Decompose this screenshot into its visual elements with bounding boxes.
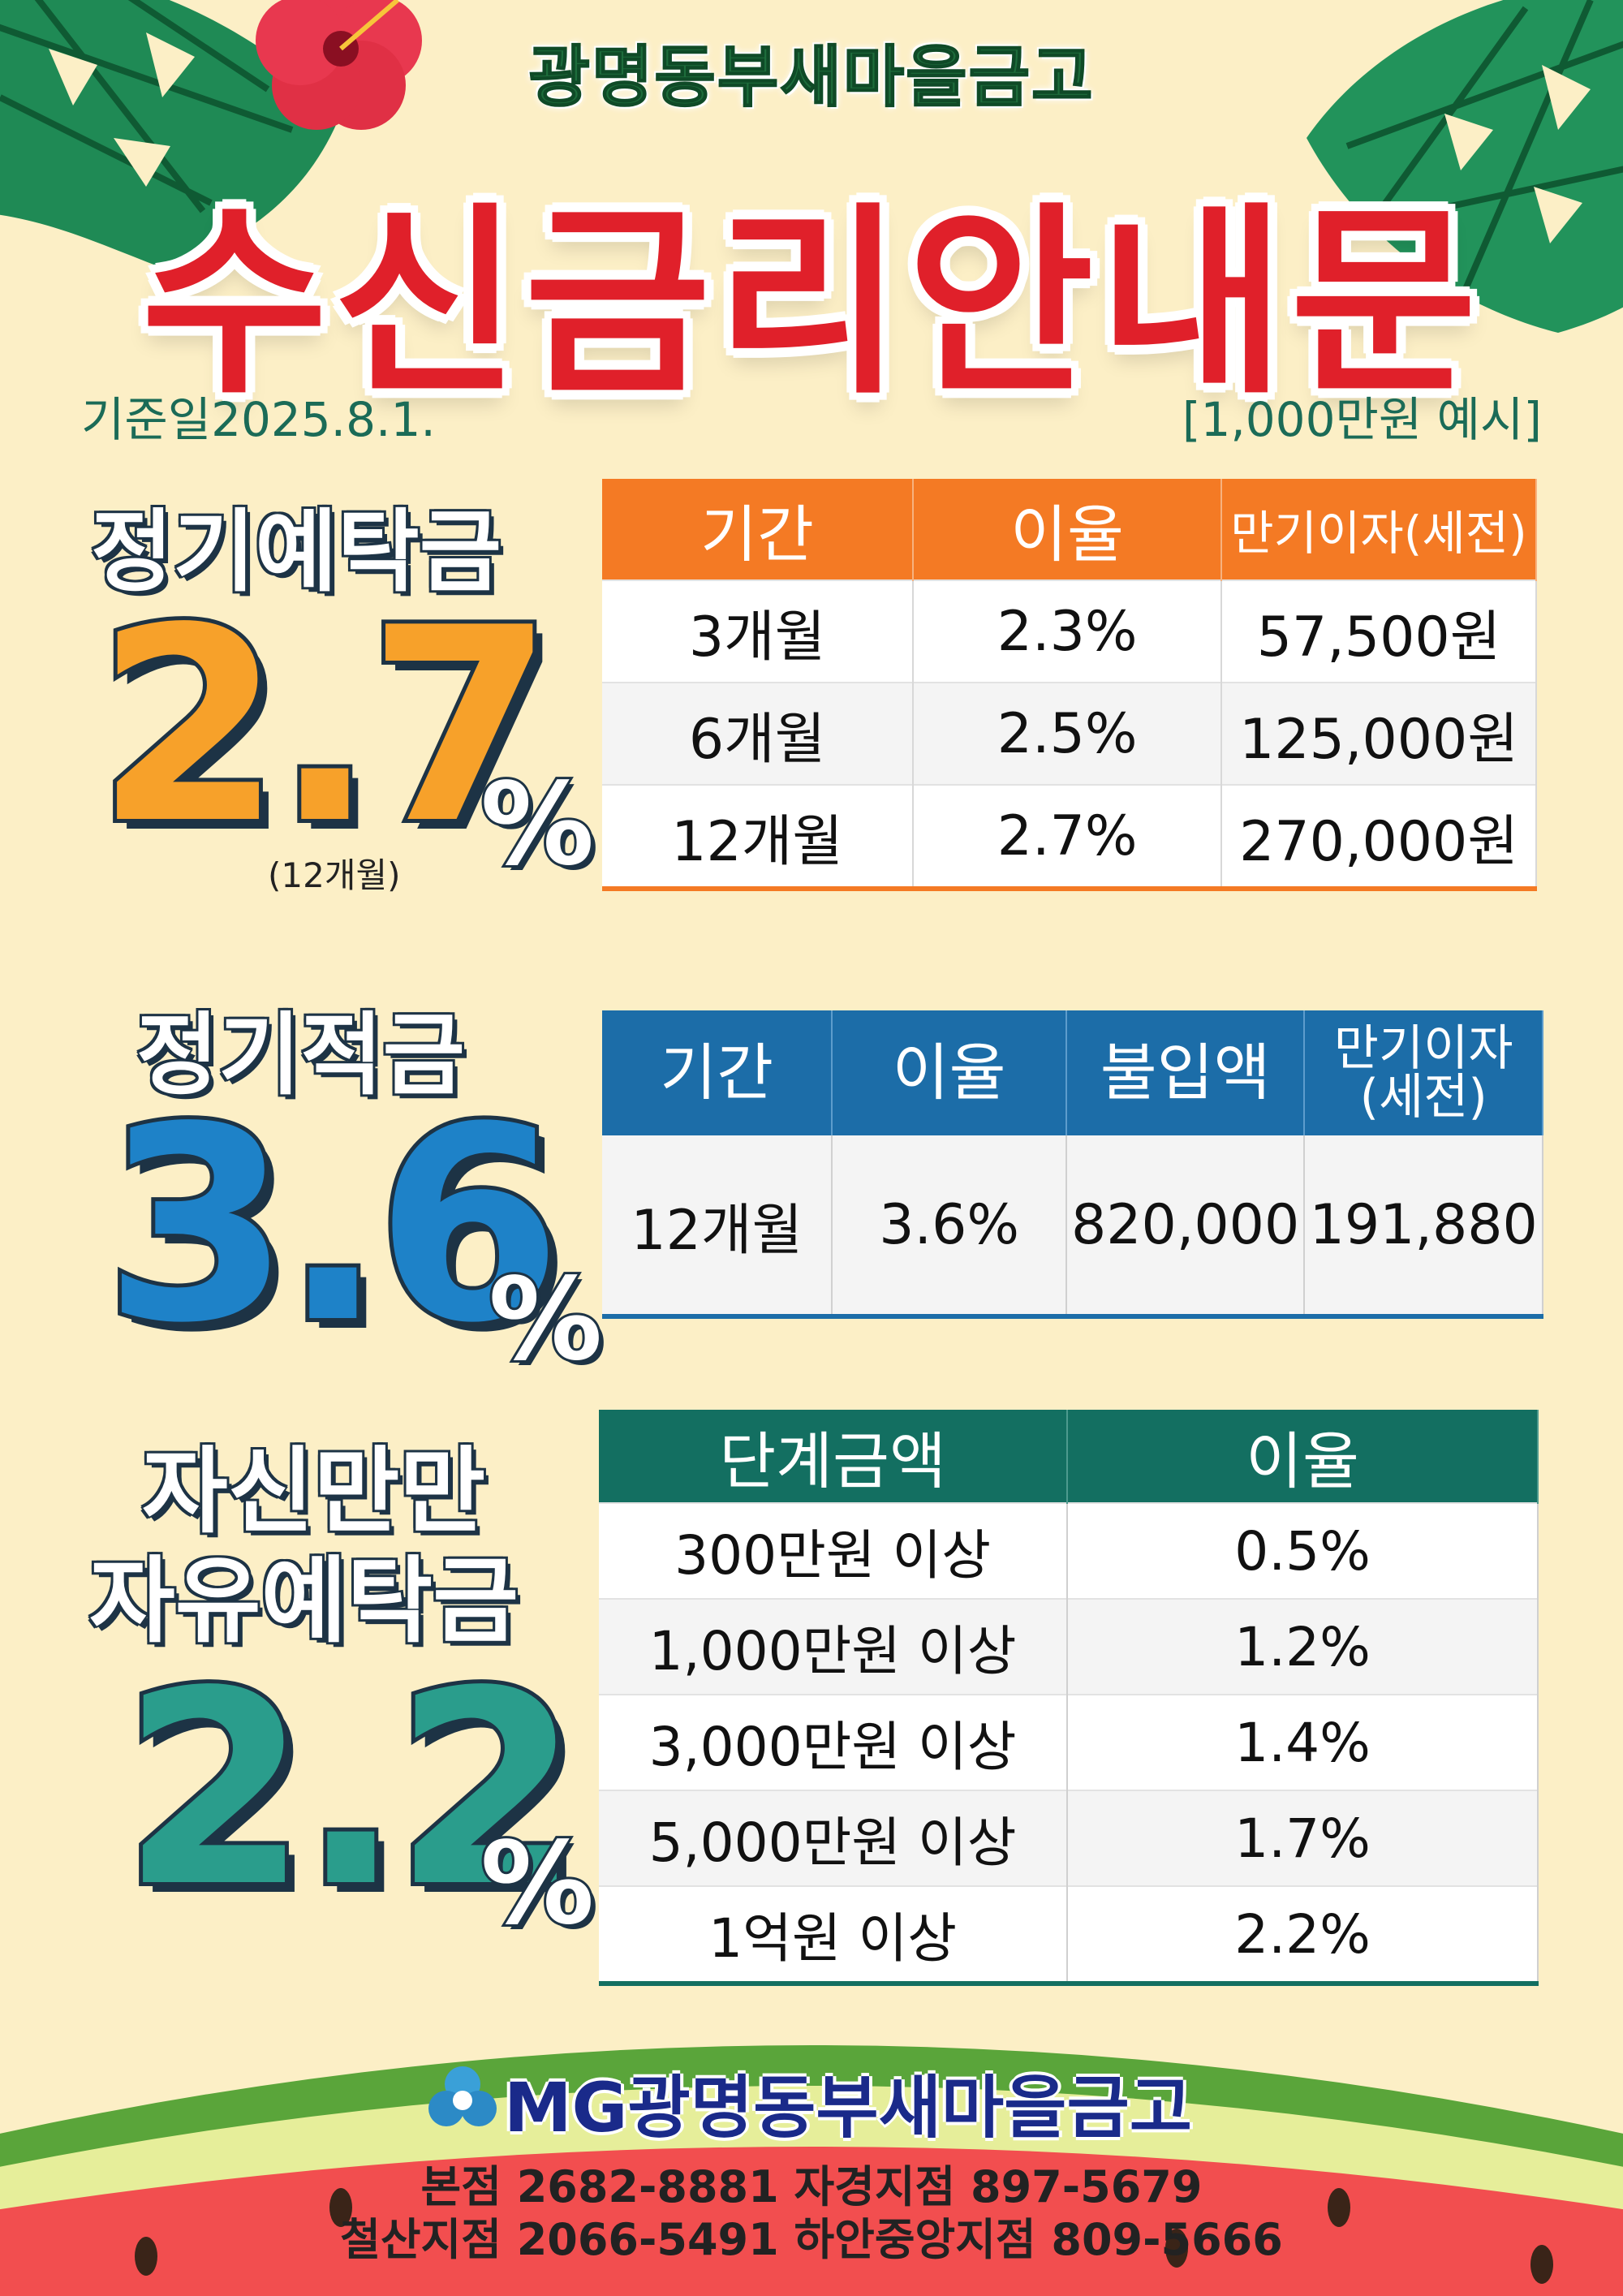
table-cell: 1.2% (1067, 1598, 1539, 1695)
table-cell: 2.3% (913, 579, 1223, 683)
hibiscus-flower-icon (256, 0, 422, 130)
table-header-row: 기간 이율 불입액 만기이자 (세전) (602, 1010, 1543, 1135)
installment-table: 기간 이율 불입액 만기이자 (세전) 12개월 3.6% 820,000 19… (602, 1010, 1543, 1319)
table-cell: 300만원 이상 (599, 1502, 1069, 1599)
table-cell: 1.4% (1067, 1694, 1539, 1790)
table-cell: 2.2% (1067, 1885, 1539, 1984)
table-cell: 125,000원 (1221, 682, 1537, 785)
table-cell: 5,000만원 이상 (599, 1790, 1069, 1886)
table-cell: 2.7% (913, 784, 1223, 889)
table-cell: 57,500원 (1221, 579, 1537, 683)
column-header: 단계금액 (599, 1410, 1069, 1503)
mg-logo-icon (428, 2066, 497, 2126)
column-header: 만기이자 (세전) (1304, 1010, 1543, 1135)
table-cell: 191,880 (1304, 1135, 1543, 1316)
table-cell: 3,000만원 이상 (599, 1694, 1069, 1790)
time-deposit-pct: % (478, 756, 596, 894)
org-title: 광명동부새마을금고 (528, 38, 1095, 117)
column-header: 이율 (832, 1010, 1067, 1135)
term-note: (12개월) (268, 855, 401, 895)
installment-pct: % (486, 1251, 605, 1389)
table-cell: 2.5% (913, 682, 1223, 785)
time-deposit-table: 기간 이율 만기이자(세전) 3개월 2.3% 57,500원 6개월 2.5%… (602, 479, 1537, 891)
table-cell: 3개월 (602, 579, 915, 683)
footer-org-name: MG광명동부새마을금고 (503, 2068, 1193, 2147)
table-row: 6개월 2.5% 125,000원 (602, 682, 1537, 785)
table-cell: 820,000 (1065, 1135, 1306, 1316)
installment-title: 정기적금 (135, 1002, 467, 1109)
table-row: 300만원 이상 0.5% (599, 1502, 1539, 1599)
table-cell: 1.7% (1067, 1790, 1539, 1886)
column-header-line: 만기이자 (1333, 1020, 1513, 1077)
installment-rate: 3.6 (100, 1070, 566, 1381)
table-row: 3,000만원 이상 1.4% (599, 1694, 1539, 1790)
table-row: 1,000만원 이상 1.2% (599, 1598, 1539, 1695)
column-header: 이율 (913, 479, 1223, 580)
free-deposit-title-line2: 자유예탁금 (88, 1545, 520, 1657)
monstera-leaf-icon (1307, 0, 1623, 333)
column-header: 기간 (602, 1010, 833, 1135)
column-header: 기간 (602, 479, 915, 580)
table-cell: 0.5% (1067, 1502, 1539, 1599)
table-cell: 3.6% (832, 1135, 1067, 1316)
example-note: [1,000만원 예시] (1182, 392, 1542, 447)
free-deposit-table: 단계금액 이율 300만원 이상 0.5% 1,000만원 이상 1.2% 3,… (599, 1410, 1539, 1986)
time-deposit-rate: 2.7 (92, 571, 558, 882)
column-header: 불입액 (1065, 1010, 1306, 1135)
table-header-row: 단계금액 이율 (599, 1410, 1539, 1503)
footer-contact-line1: 본점 2682-8881 자경지점 897-5679 (420, 2161, 1203, 2212)
free-deposit-rate: 2.2 (118, 1634, 584, 1945)
free-deposit-title-line1: 자신만만 (140, 1436, 487, 1548)
base-date: 기준일2025.8.1. (81, 392, 436, 447)
table-row: 12개월 2.7% 270,000원 (602, 784, 1537, 889)
table-cell: 6개월 (602, 682, 915, 785)
column-header-line: (세전) (1359, 1069, 1487, 1126)
table-cell: 12개월 (602, 784, 915, 889)
monstera-leaf-icon (0, 0, 341, 268)
table-row: 3개월 2.3% 57,500원 (602, 579, 1537, 683)
table-row: 12개월 3.6% 820,000 191,880 (602, 1135, 1543, 1316)
column-header: 만기이자(세전) (1221, 479, 1537, 580)
footer-contact-line2: 철산지점 2066-5491 하안중앙지점 809-5666 (340, 2214, 1283, 2265)
column-header: 이율 (1067, 1410, 1539, 1503)
table-cell: 12개월 (602, 1135, 833, 1316)
table-header-row: 기간 이율 만기이자(세전) (602, 479, 1537, 580)
table-row: 5,000만원 이상 1.7% (599, 1790, 1539, 1886)
watermelon-icon (0, 2045, 1623, 2296)
time-deposit-title: 정기예탁금 (89, 498, 503, 605)
table-cell: 1억원 이상 (599, 1885, 1069, 1984)
table-cell: 1,000만원 이상 (599, 1598, 1069, 1695)
table-cell: 270,000원 (1221, 784, 1537, 889)
free-deposit-pct: % (478, 1816, 596, 1953)
page-title: 수신금리안내문 (141, 185, 1482, 421)
table-row: 1억원 이상 2.2% (599, 1885, 1539, 1984)
